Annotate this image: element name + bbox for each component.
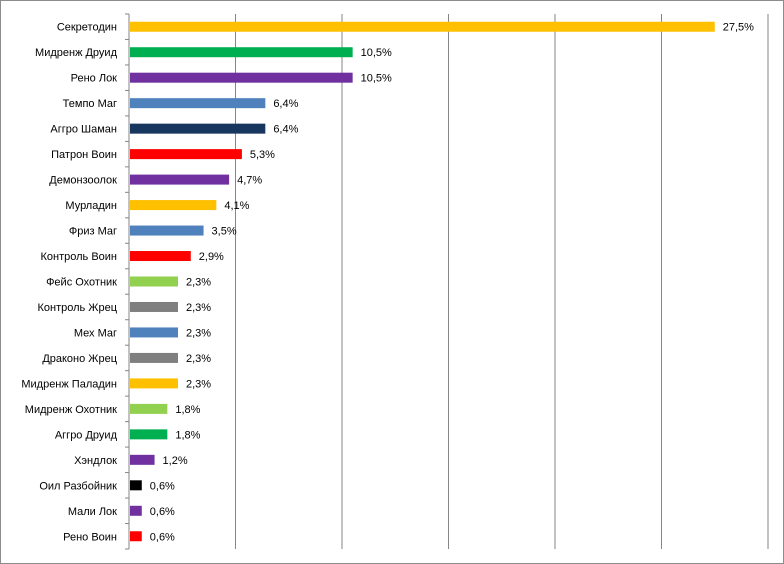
category-label: Контроль Жрец xyxy=(37,302,117,314)
data-label: 4,1% xyxy=(224,200,249,212)
bar xyxy=(130,21,715,32)
data-label: 4,7% xyxy=(237,175,262,187)
data-label: 2,3% xyxy=(186,327,211,339)
data-label: 0,6% xyxy=(150,506,175,518)
data-label: 1,8% xyxy=(175,404,200,416)
category-label: Мидренж Паладин xyxy=(21,378,117,390)
bar xyxy=(130,505,142,516)
data-label: 6,4% xyxy=(273,124,298,136)
category-label: Мидренж Друид xyxy=(35,47,118,59)
bar xyxy=(130,429,168,440)
data-label: 6,4% xyxy=(273,98,298,110)
bar xyxy=(130,123,266,134)
data-label: 0,6% xyxy=(150,531,175,543)
data-label: 10,5% xyxy=(361,73,392,85)
bar xyxy=(130,149,242,160)
category-label: Контроль Воин xyxy=(40,251,117,263)
category-label: Темпо Маг xyxy=(63,98,117,110)
data-label: 1,8% xyxy=(175,429,200,441)
category-label: Рено Воин xyxy=(63,531,117,543)
data-label: 5,3% xyxy=(250,149,275,161)
category-label: Аггро Шаман xyxy=(50,124,117,136)
category-label: Драконо Жрец xyxy=(42,353,117,365)
category-label: Мали Лок xyxy=(68,506,117,518)
category-label: Мех Маг xyxy=(74,327,117,339)
data-label: 2,3% xyxy=(186,378,211,390)
category-label: Рено Лок xyxy=(71,73,118,85)
bar xyxy=(130,47,353,58)
bar xyxy=(130,200,217,211)
bar xyxy=(130,251,191,262)
bar xyxy=(130,225,204,236)
category-label: Хэндлок xyxy=(74,455,117,467)
bar xyxy=(130,276,178,287)
data-label: 2,3% xyxy=(186,353,211,365)
category-label: Фриз Маг xyxy=(69,226,117,238)
data-label: 2,3% xyxy=(186,302,211,314)
bar xyxy=(130,72,353,83)
category-label: Демонзоолок xyxy=(49,175,117,187)
bar xyxy=(130,327,178,338)
bar xyxy=(130,454,155,465)
bar xyxy=(130,174,230,185)
category-label: Оил Разбойник xyxy=(39,480,117,492)
bar xyxy=(130,352,178,363)
bar xyxy=(130,378,178,389)
data-label: 2,9% xyxy=(199,251,224,263)
data-label: 27,5% xyxy=(723,22,754,34)
category-label: Секретодин xyxy=(57,22,117,34)
bar xyxy=(130,301,178,312)
category-label: Мурладин xyxy=(65,200,117,212)
data-label: 2,3% xyxy=(186,277,211,289)
data-label: 10,5% xyxy=(361,47,392,59)
category-label: Аггро Друид xyxy=(55,429,118,441)
bar xyxy=(130,403,168,414)
category-label: Мидренж Охотник xyxy=(25,404,117,416)
data-label: 1,2% xyxy=(163,455,188,467)
bar xyxy=(130,480,142,491)
category-label: Фейс Охотник xyxy=(46,277,117,289)
bar xyxy=(130,98,266,109)
data-label: 3,5% xyxy=(212,226,237,238)
bar xyxy=(130,531,142,542)
category-label: Патрон Воин xyxy=(51,149,117,161)
data-label: 0,6% xyxy=(150,480,175,492)
